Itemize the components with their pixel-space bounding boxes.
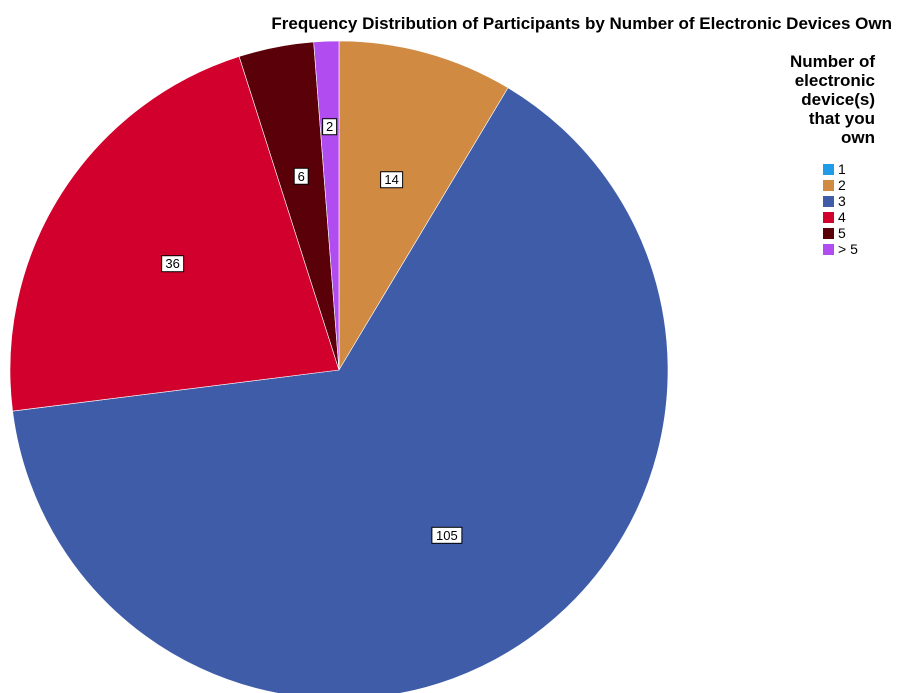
chart-title: Frequency Distribution of Participants b… xyxy=(271,14,892,33)
legend-title-line: that you xyxy=(808,109,875,128)
legend-label: 1 xyxy=(838,161,846,177)
legend: Number of electronic device(s) that you … xyxy=(778,52,902,257)
data-label: 14 xyxy=(380,171,404,189)
legend-title-line: electronic xyxy=(794,71,875,90)
data-label-text: 36 xyxy=(165,256,179,271)
legend-title-line: device(s) xyxy=(801,90,875,109)
data-label-box xyxy=(431,526,463,544)
data-label: 6 xyxy=(293,167,309,185)
pie-slice-3 xyxy=(12,87,669,693)
data-label-box xyxy=(161,255,185,273)
legend-item: 3 xyxy=(823,193,902,209)
legend-item: > 5 xyxy=(823,241,902,257)
legend-label: 5 xyxy=(838,225,846,241)
legend-swatch xyxy=(823,163,834,175)
legend-label: > 5 xyxy=(838,241,858,257)
legend-item: 1 xyxy=(823,161,902,177)
legend-swatch xyxy=(823,211,834,223)
legend-item: 4 xyxy=(823,209,902,225)
legend-title: Number of electronic device(s) that you … xyxy=(778,52,875,147)
legend-title-line: Number of xyxy=(790,52,875,71)
legend-swatch xyxy=(823,243,834,255)
legend-item: 5 xyxy=(823,225,902,241)
data-label-text: 2 xyxy=(326,119,333,134)
data-label-text: 14 xyxy=(384,172,398,187)
data-label-box xyxy=(293,167,309,185)
data-label-box xyxy=(322,118,338,136)
legend-label: 3 xyxy=(838,193,846,209)
data-label-text: 6 xyxy=(298,169,305,184)
data-label-box xyxy=(380,171,404,189)
legend-label: 2 xyxy=(838,177,846,193)
data-label-text: 105 xyxy=(436,528,458,543)
data-label: 105 xyxy=(431,526,463,544)
legend-swatch xyxy=(823,195,834,207)
legend-label: 4 xyxy=(838,209,846,225)
pie-slice-4 xyxy=(9,56,340,412)
legend-swatch xyxy=(823,227,834,239)
legend-swatch xyxy=(823,179,834,191)
legend-title-line: own xyxy=(841,128,875,147)
legend-item: 2 xyxy=(823,177,902,193)
data-label: 2 xyxy=(322,118,338,136)
pie-slice-2 xyxy=(338,40,509,372)
legend-items: 1 2 3 4 5 > 5 xyxy=(823,161,902,257)
data-label: 36 xyxy=(161,255,185,273)
